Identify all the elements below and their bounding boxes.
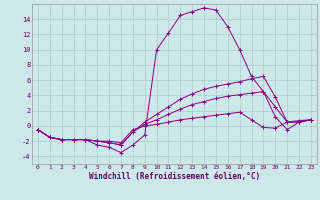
X-axis label: Windchill (Refroidissement éolien,°C): Windchill (Refroidissement éolien,°C) bbox=[89, 172, 260, 181]
